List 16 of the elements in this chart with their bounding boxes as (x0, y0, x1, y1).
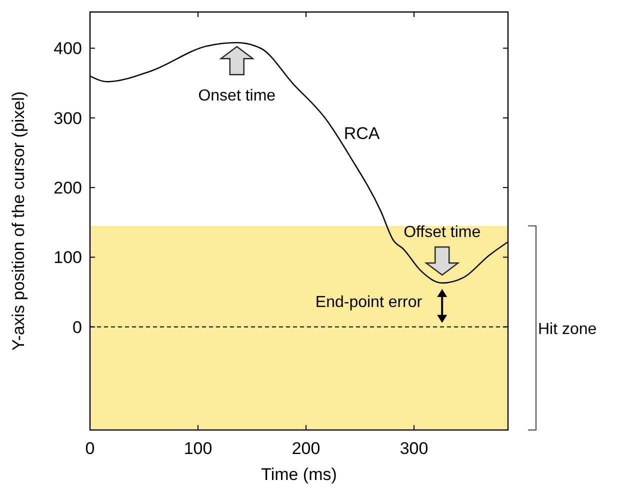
annotation: Offset time (404, 224, 481, 242)
annotation: End-point error (315, 294, 423, 311)
x-tick-label: 0 (85, 439, 95, 458)
y-tick-label: 200 (54, 178, 82, 198)
y-tick-label: 100 (54, 248, 82, 268)
x-axis-title: Time (ms) (261, 465, 337, 484)
y-tick-label: 400 (54, 39, 82, 58)
x-tick-label: 200 (292, 439, 320, 458)
y-tick-label: 0 (72, 318, 82, 337)
y-tick-label: 300 (54, 108, 82, 128)
x-tick-label: 100 (184, 439, 212, 458)
annotation: Onset time (198, 88, 276, 105)
band-label: Hit zone (538, 320, 597, 338)
series-label: RCA (344, 124, 380, 143)
y-axis-title: Y-axis position of the cursor (pixel) (9, 91, 28, 351)
x-tick-label: 300 (400, 439, 428, 458)
